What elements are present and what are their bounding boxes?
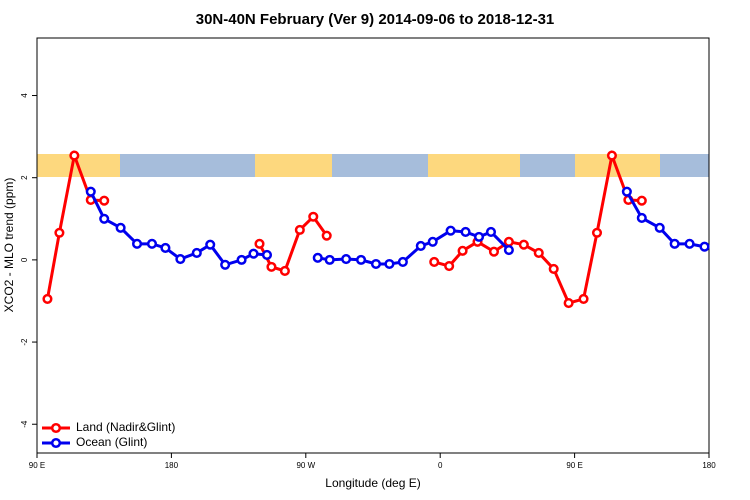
y-tick-label: -2: [20, 338, 29, 346]
map-land: [428, 154, 520, 177]
data-point: [321, 230, 332, 241]
data-point: [324, 254, 335, 265]
data-point: [533, 247, 544, 258]
legend-marker: [50, 437, 62, 449]
data-point: [415, 240, 426, 251]
data-point: [205, 239, 216, 250]
data-point: [312, 252, 323, 263]
y-tick-label: 4: [20, 93, 29, 98]
data-point: [132, 238, 143, 249]
data-point: [669, 238, 680, 249]
data-point: [341, 254, 352, 265]
map-land: [575, 154, 660, 177]
data-point: [444, 260, 455, 272]
data-point: [220, 259, 231, 270]
data-point: [429, 256, 440, 267]
x-tick-label: 180: [702, 461, 716, 470]
x-tick-label: 0: [438, 461, 443, 470]
data-point: [548, 263, 559, 274]
data-point: [397, 256, 408, 267]
data-point: [356, 254, 367, 265]
data-point: [654, 222, 665, 233]
x-axis-label: Longitude (deg E): [325, 476, 420, 490]
data-point: [261, 249, 273, 261]
data-point: [460, 226, 471, 237]
data-point: [191, 247, 202, 258]
x-tick-label: 180: [165, 461, 179, 470]
data-point: [636, 195, 647, 206]
data-point: [488, 246, 500, 257]
data-point: [684, 238, 695, 249]
data-point: [699, 241, 710, 252]
data-point: [485, 226, 497, 237]
data-point: [248, 248, 259, 259]
y-tick-label: -4: [20, 420, 29, 428]
data-point: [160, 242, 171, 254]
data-point: [427, 236, 438, 247]
data-point: [621, 186, 632, 197]
data-point: [370, 258, 382, 270]
y-tick-label: 2: [20, 175, 29, 180]
x-tick-label: 90 E: [29, 461, 45, 470]
data-point: [69, 150, 80, 161]
legend-label: Ocean (Glint): [76, 435, 147, 449]
data-point: [445, 225, 456, 236]
data-point: [85, 186, 96, 197]
data-point: [636, 212, 647, 224]
data-point: [115, 222, 126, 233]
data-point: [384, 258, 395, 270]
data-point: [308, 211, 319, 222]
series-line: [45, 149, 642, 305]
legend-marker: [50, 422, 62, 434]
data-point: [99, 195, 110, 206]
data-point: [279, 265, 290, 277]
y-tick-label: 0: [20, 257, 29, 262]
data-point: [146, 238, 158, 249]
x-tick-label: 90 W: [296, 461, 315, 470]
data-point: [99, 213, 110, 224]
map-land: [255, 154, 332, 177]
map-strip: [37, 154, 709, 177]
data-point: [254, 238, 265, 249]
x-tick-label: 90 E: [566, 461, 582, 470]
chart-title: 30N-40N February (Ver 9) 2014-09-06 to 2…: [196, 11, 555, 28]
data-point: [236, 254, 247, 265]
legend-label: Land (Nadir&Glint): [76, 420, 175, 434]
data-point: [606, 150, 617, 161]
series-line: [89, 190, 705, 267]
data-point: [54, 227, 65, 238]
data-point: [42, 293, 53, 304]
data-point: [591, 227, 603, 238]
data-point: [503, 244, 514, 256]
data-point: [294, 224, 305, 235]
data-point: [266, 261, 277, 272]
data-point: [518, 239, 529, 250]
data-point: [578, 293, 589, 304]
data-point: [175, 254, 186, 265]
y-axis-label: XCO2 - MLO trend (ppm): [2, 178, 16, 313]
data-point: [457, 245, 468, 256]
data-point: [473, 231, 485, 242]
data-point: [503, 236, 514, 247]
data-point: [563, 297, 574, 309]
